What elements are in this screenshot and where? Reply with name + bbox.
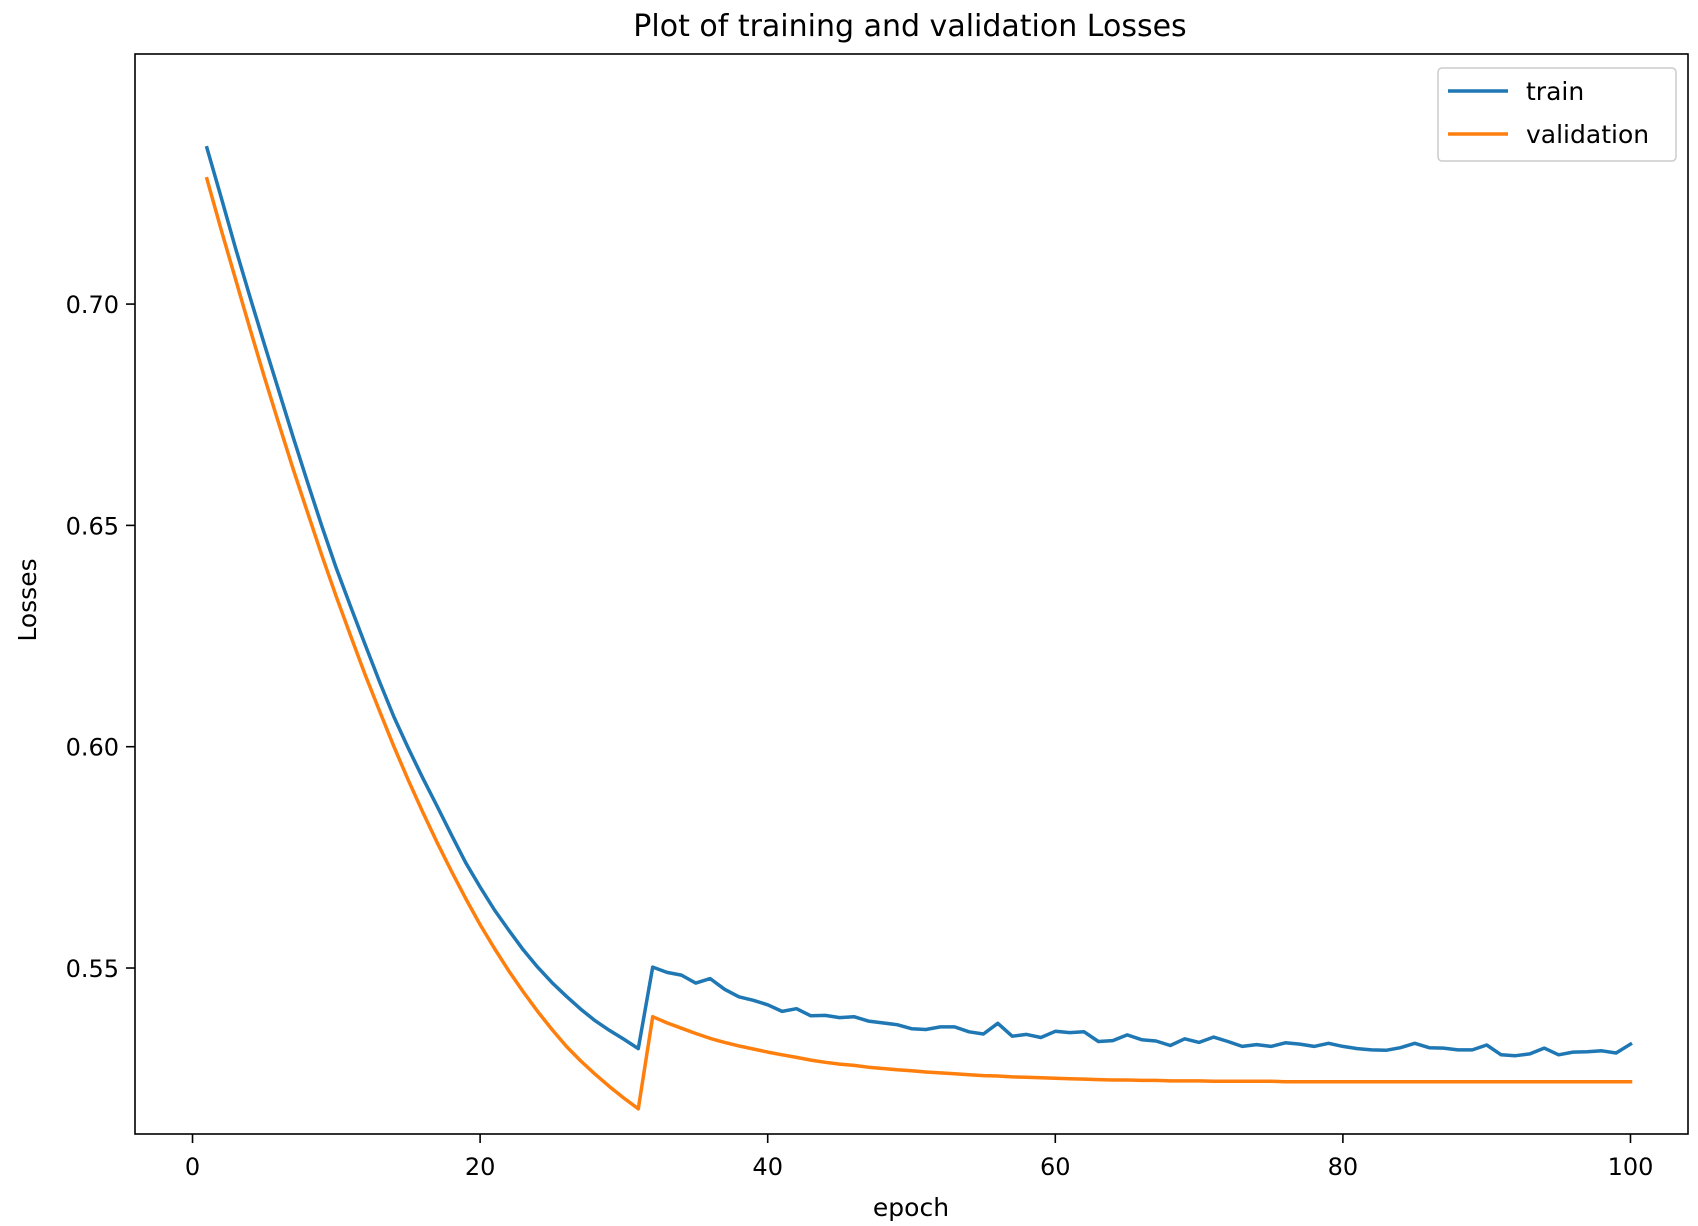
series-line-train	[204, 145, 1633, 1058]
y-tick-label: 0.70	[66, 291, 119, 319]
y-tick-label: 0.55	[66, 955, 119, 983]
x-axis-ticks: 0 20 40 60 80 100	[185, 1134, 1654, 1181]
y-axis-label: Losses	[13, 558, 42, 641]
y-axis-ticks: 0.55 0.60 0.65 0.70	[66, 291, 135, 983]
legend-label-validation: validation	[1526, 120, 1649, 149]
x-tick-label: 60	[1040, 1153, 1071, 1181]
legend-label-train: train	[1526, 77, 1584, 106]
legend: train validation	[1437, 67, 1677, 162]
y-tick-label: 0.60	[66, 734, 119, 762]
x-tick-label: 0	[185, 1153, 200, 1181]
plot-area-frame	[134, 53, 1689, 1135]
series-layer	[204, 145, 1633, 1111]
x-tick-label: 80	[1328, 1153, 1359, 1181]
x-tick-label: 100	[1608, 1153, 1654, 1181]
y-tick-label: 0.65	[66, 512, 119, 540]
x-axis-label: epoch	[873, 1193, 949, 1222]
series-line-validation	[204, 176, 1633, 1111]
x-tick-label: 40	[752, 1153, 783, 1181]
chart-title: Plot of training and validation Losses	[633, 9, 1186, 44]
x-tick-label: 20	[465, 1153, 496, 1181]
